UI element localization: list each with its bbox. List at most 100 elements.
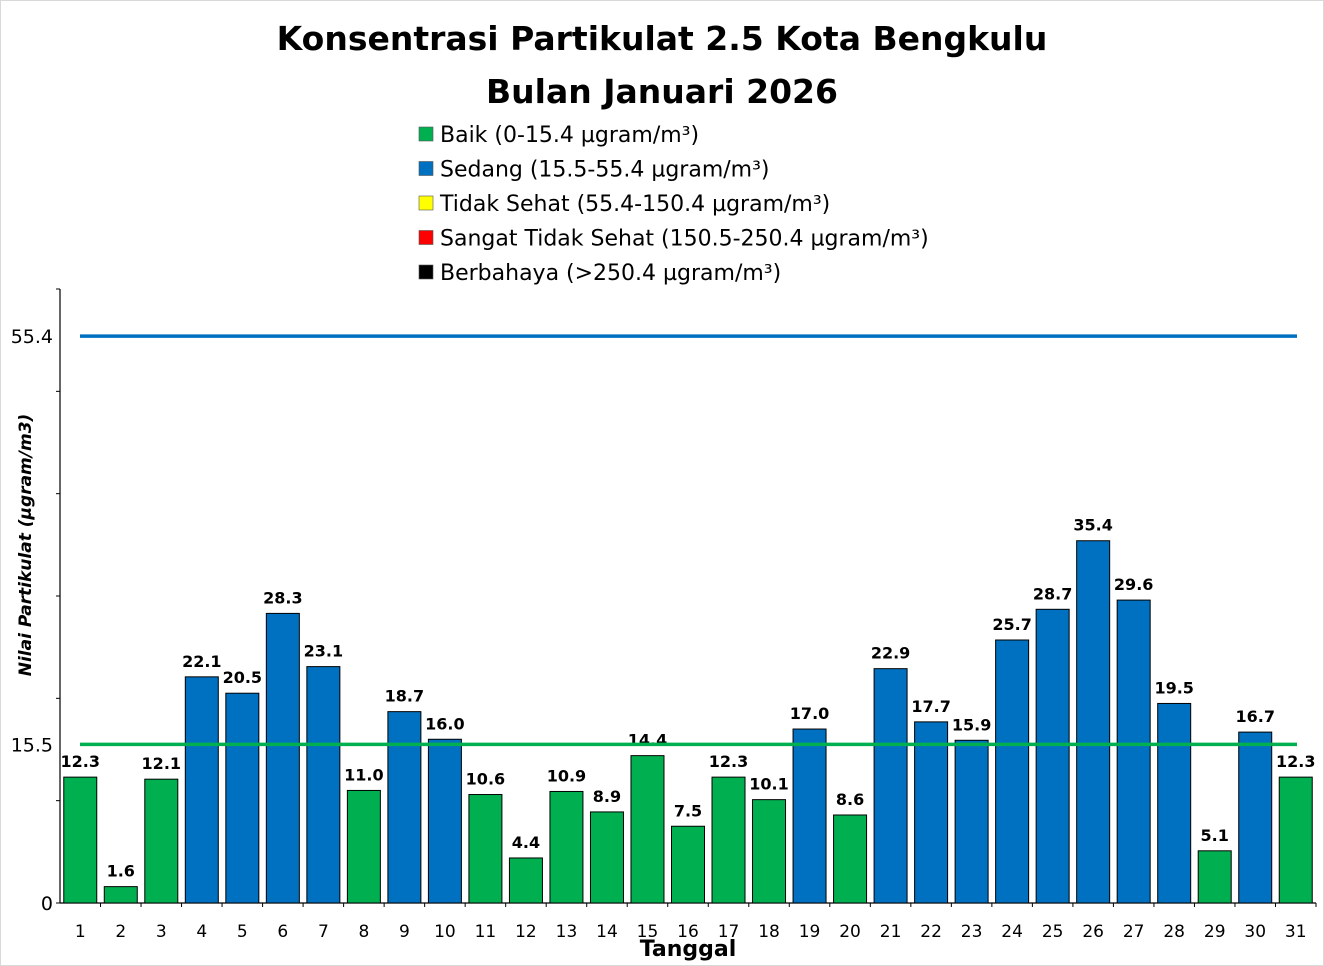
legend-label: Tidak Sehat (55.4-150.4 µgram/m³) — [439, 192, 830, 217]
x-tick-label: 25 — [1042, 922, 1064, 942]
bar-day-5 — [225, 692, 260, 904]
data-label: 7.5 — [674, 801, 702, 820]
x-tick-label: 18 — [758, 922, 780, 942]
bar-day-11 — [468, 794, 503, 904]
data-label: 16.0 — [425, 714, 464, 733]
bar-day-25 — [1035, 608, 1070, 904]
x-tick-label: 26 — [1082, 922, 1104, 942]
bar-day-17 — [711, 776, 746, 904]
x-tick-label: 24 — [1001, 922, 1023, 942]
x-tick-label: 27 — [1123, 922, 1145, 942]
data-label: 12.3 — [709, 752, 748, 771]
bar-day-4 — [184, 676, 219, 904]
x-tick-label: 30 — [1244, 922, 1266, 942]
data-label: 35.4 — [1073, 516, 1112, 535]
data-label: 5.1 — [1201, 826, 1229, 845]
bar-day-8 — [346, 789, 381, 904]
data-label: 4.4 — [512, 833, 540, 852]
legend-swatch — [418, 230, 434, 245]
legend: Baik (0-15.4 µgram/m³) Sedang (15.5-55.4 … — [418, 123, 929, 286]
bar-day-29 — [1197, 850, 1232, 904]
legend-label: Sedang (15.5-55.4 µgram/m³) — [440, 158, 770, 183]
bar-day-19 — [792, 728, 827, 904]
x-tick-label: 1 — [75, 922, 86, 942]
y-axis-label: Nilai Partikulat (µgram/m3) — [16, 414, 36, 677]
bar-day-2 — [103, 886, 138, 904]
bar-day-27 — [1116, 599, 1151, 904]
data-label: 16.7 — [1235, 707, 1274, 726]
bar-day-12 — [508, 857, 543, 904]
data-label: 18.7 — [385, 687, 424, 706]
bar-day-1 — [63, 776, 98, 904]
data-label: 10.1 — [749, 775, 788, 794]
bar-day-23 — [954, 739, 989, 904]
x-tick-label: 12 — [515, 922, 537, 942]
bar-day-26 — [1076, 540, 1111, 904]
legend-label: Baik (0-15.4 µgram/m³) — [440, 123, 699, 148]
data-label: 22.1 — [182, 652, 221, 671]
x-tick-label: 31 — [1285, 922, 1307, 942]
data-label: 8.9 — [593, 787, 621, 806]
data-label: 8.6 — [836, 790, 864, 809]
bar-day-16 — [671, 825, 705, 904]
x-tick-label: 20 — [839, 922, 861, 942]
bar-day-15 — [630, 755, 665, 904]
y-tick-label: 55.4 — [11, 326, 53, 348]
data-label: 12.3 — [61, 752, 100, 771]
legend-swatch — [418, 161, 434, 176]
data-label: 10.6 — [466, 770, 505, 789]
legend-swatch — [418, 195, 434, 211]
y-tick-label: 15.5 — [11, 734, 53, 756]
data-label: 28.3 — [263, 588, 302, 607]
bar-day-14 — [589, 811, 624, 904]
x-tick-label: 10 — [434, 922, 456, 942]
bar-day-31 — [1278, 776, 1313, 904]
bar-day-18 — [752, 799, 787, 904]
x-tick-label: 9 — [399, 922, 410, 942]
bar-day-13 — [549, 790, 584, 904]
legend-swatch — [418, 264, 434, 280]
data-label: 17.0 — [790, 704, 829, 723]
x-tick-label: 14 — [596, 922, 618, 942]
x-tick-label: 11 — [475, 922, 497, 942]
x-tick-label: 13 — [556, 922, 578, 942]
data-label: 23.1 — [304, 642, 343, 661]
chart-title-line-2: Bulan Januari 2026 — [486, 72, 838, 111]
legend-label: Sangat Tidak Sehat (150.5-250.4 µgram/m³… — [440, 227, 929, 252]
x-tick-label: 4 — [196, 922, 207, 942]
data-label: 11.0 — [344, 765, 383, 784]
x-tick-label: 15 — [637, 922, 659, 942]
x-tick-label: 2 — [115, 922, 126, 942]
bar-day-6 — [265, 612, 300, 904]
data-label: 19.5 — [1154, 678, 1193, 697]
data-label: 12.1 — [142, 754, 181, 773]
axes: 1 2 3 4 5 6 7 8 9 10 11 12 13 14 15 16 17 18 19 20 21 22 23 24 2… — [11, 288, 1317, 942]
bar-day-10 — [427, 738, 462, 904]
data-label: 28.7 — [1033, 584, 1072, 603]
x-tick-label: 3 — [156, 922, 167, 942]
data-label: 1.6 — [107, 862, 135, 881]
bar-day-28 — [1157, 702, 1192, 904]
x-tick-label: 8 — [358, 922, 369, 942]
bar-day-22 — [914, 721, 949, 904]
x-tick-label: 29 — [1204, 922, 1226, 942]
data-label: 25.7 — [992, 615, 1031, 634]
x-tick-label: 16 — [677, 922, 699, 942]
data-label: 15.9 — [952, 715, 991, 734]
bar-day-7 — [306, 666, 341, 904]
x-tick-label: 17 — [718, 922, 740, 942]
bar-day-30 — [1238, 731, 1273, 904]
data-label: 22.9 — [871, 644, 910, 663]
x-tick-label: 6 — [277, 922, 288, 942]
bar-day-9 — [387, 711, 422, 904]
data-label: 29.6 — [1114, 575, 1153, 594]
x-tick-label: 23 — [961, 922, 983, 942]
y-tick-label: 0 — [41, 893, 53, 915]
x-tick-label: 7 — [318, 922, 329, 942]
bars: 12.3 1.6 12.1 22.120.5 28.3 23.1 11.0 18.716.0 1… — [61, 334, 1315, 904]
data-label: 10.9 — [547, 766, 586, 785]
x-tick-label: 28 — [1163, 922, 1185, 942]
x-tick-label: 22 — [920, 922, 942, 942]
legend-swatch — [418, 126, 434, 142]
